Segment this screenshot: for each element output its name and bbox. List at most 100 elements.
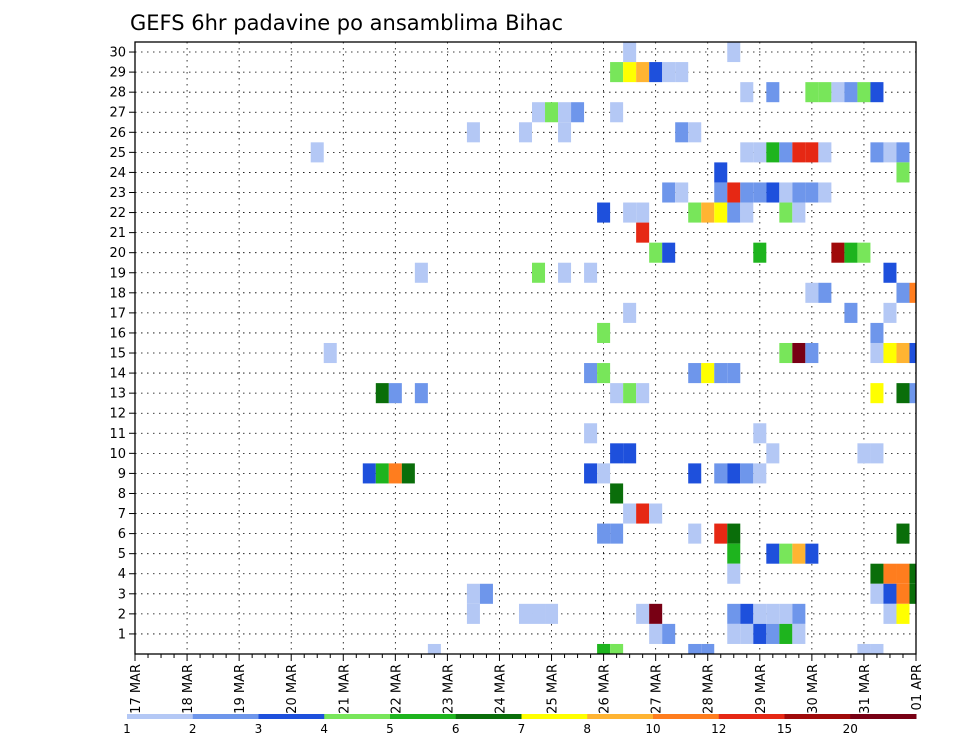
data-cell — [753, 423, 767, 444]
data-cell — [701, 363, 715, 384]
data-cell — [870, 643, 884, 654]
legend-label: 5 — [386, 722, 394, 736]
legend-swatch — [455, 714, 522, 719]
data-cell — [584, 262, 598, 283]
data-cell — [375, 463, 389, 484]
data-cell — [883, 583, 897, 604]
data-cell — [532, 603, 546, 624]
data-cell — [388, 383, 402, 404]
data-cell — [636, 202, 650, 223]
y-tick-label: 16 — [109, 326, 126, 341]
data-cell — [753, 603, 767, 624]
y-tick-label: 17 — [109, 306, 126, 321]
data-cell — [792, 142, 806, 163]
data-cell — [375, 383, 389, 404]
legend-label: 1 — [123, 722, 131, 736]
data-cell — [701, 202, 715, 223]
data-cell — [727, 523, 741, 544]
data-cell — [727, 202, 741, 223]
data-cell — [727, 543, 741, 564]
data-cell — [623, 503, 637, 524]
data-cell — [558, 122, 572, 143]
data-cell — [909, 342, 916, 364]
data-cell — [388, 463, 402, 484]
data-cell — [597, 463, 611, 484]
data-cell — [779, 623, 793, 644]
data-cell — [896, 142, 910, 163]
data-cell — [623, 383, 637, 404]
y-tick-label: 28 — [109, 86, 126, 101]
legend-label: 6 — [452, 722, 460, 736]
data-cell — [662, 623, 676, 644]
data-cell — [571, 102, 585, 123]
data-cell — [518, 603, 533, 624]
y-tick-label: 8 — [118, 487, 126, 502]
data-cell — [766, 142, 780, 163]
data-cell — [610, 523, 624, 544]
y-tick-label: 23 — [109, 186, 126, 201]
data-cell — [675, 122, 689, 143]
x-tick-label: 30 MAR — [806, 664, 821, 714]
y-tick-label: 15 — [109, 347, 126, 362]
y-tick-label: 12 — [109, 407, 126, 422]
data-cell — [909, 282, 916, 303]
data-cell — [779, 142, 793, 163]
data-cell — [597, 643, 611, 654]
legend-label: 15 — [777, 722, 792, 736]
data-cell — [883, 342, 897, 364]
data-cell — [675, 182, 689, 203]
data-cell — [792, 603, 806, 624]
data-cell — [870, 383, 884, 404]
chart-title: GEFS 6hr padavine po ansamblima Bihac — [130, 11, 563, 35]
legend-swatch — [718, 714, 785, 719]
data-cell — [792, 623, 806, 644]
y-tick-label: 20 — [109, 246, 126, 261]
data-cell — [805, 142, 819, 163]
data-cell — [545, 603, 559, 624]
data-cell — [766, 82, 780, 103]
legend-label: 4 — [320, 722, 328, 736]
data-cell — [414, 383, 428, 404]
x-tick-label: 24 MAR — [493, 664, 508, 714]
legend-swatch — [192, 714, 259, 719]
y-tick-label: 11 — [109, 427, 126, 442]
legend-swatch — [784, 714, 851, 719]
data-cell — [623, 202, 637, 223]
x-tick-label: 26 MAR — [598, 664, 613, 714]
data-cell — [870, 342, 884, 364]
data-cell — [597, 523, 611, 544]
data-cell — [818, 142, 832, 163]
data-cell — [896, 282, 910, 303]
y-tick-label: 26 — [109, 126, 126, 141]
y-tick-label: 18 — [109, 286, 126, 301]
data-cell — [610, 383, 624, 404]
data-cell — [805, 543, 819, 564]
data-cell — [688, 202, 702, 223]
data-cell — [779, 543, 793, 564]
data-cell — [688, 122, 702, 143]
data-cell — [688, 523, 702, 544]
data-cell — [896, 563, 910, 584]
data-cell — [636, 383, 650, 404]
data-cell — [649, 242, 663, 263]
y-tick-label: 25 — [109, 146, 126, 161]
y-tick-label: 5 — [118, 547, 126, 562]
data-cell — [805, 182, 819, 203]
data-cell — [532, 262, 546, 283]
data-cell — [753, 142, 767, 163]
data-cell — [857, 82, 871, 103]
data-cell — [714, 182, 728, 203]
data-cell — [818, 182, 832, 203]
data-cell — [766, 603, 780, 624]
data-cell — [466, 583, 480, 604]
legend-label: 8 — [583, 722, 591, 736]
x-tick-label: 27 MAR — [650, 664, 665, 714]
data-cell — [792, 543, 806, 564]
data-cell — [779, 182, 793, 203]
x-tick-label: 28 MAR — [702, 664, 717, 714]
data-cell — [714, 523, 728, 544]
data-cell — [844, 82, 858, 103]
data-cell — [636, 222, 650, 243]
data-cell — [870, 322, 884, 343]
